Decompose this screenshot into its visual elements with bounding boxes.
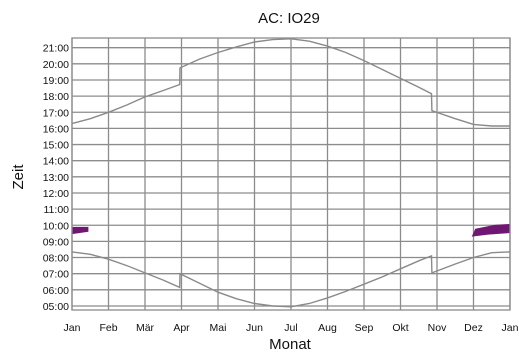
y-tick-label: 12:00 [43,188,69,200]
y-tick-label: 13:00 [43,172,69,184]
x-tick-label: Nov [428,322,447,334]
x-tick-label: Feb [99,322,117,334]
x-axis-label: Monat [269,336,312,353]
y-tick-label: 10:00 [43,220,69,232]
x-tick-labels: Jan Feb Mär Apr Mai Jun Jul Aug Sep Okt Nov Dez Jan [64,322,519,334]
y-tick-label: 16:00 [43,123,69,135]
y-tick-label: 14:00 [43,156,69,168]
x-tick-label: Okt [392,322,408,334]
y-tick-label: 07:00 [43,269,69,281]
y-tick-label: 05:00 [43,301,69,313]
y-tick-label: 21:00 [43,43,69,55]
upper-curve [71,38,510,127]
plot-frame [71,37,511,311]
y-tick-label: 08:00 [43,253,69,265]
x-tick-label: Jan [502,322,519,334]
y-tick-label: 19:00 [43,75,69,87]
y-tick-label: 20:00 [43,59,69,71]
y-tick-label: 15:00 [43,140,69,152]
lower-curve [71,251,511,308]
x-tick-label: Jul [284,322,297,334]
x-tick-label: Mär [136,322,155,334]
chart-title: AC: IO29 [258,10,320,27]
x-tick-label: Jan [64,322,81,334]
grid [71,38,511,310]
curves [71,38,511,308]
x-tick-label: Aug [318,322,337,334]
y-tick-label: 06:00 [43,285,69,297]
x-tick-label: Jun [246,322,263,334]
y-axis-label: Zeit [10,164,27,190]
y-tick-label: 18:00 [43,91,69,103]
y-tick-labels: 05:00 06:00 07:00 08:00 09:00 10:00 11:00 12:00… [43,43,69,313]
x-tick-label: Mai [210,322,227,334]
y-tick-label: 09:00 [43,236,69,248]
marks [72,224,510,237]
y-tick-label: 11:00 [44,204,70,216]
x-tick-label: Sep [355,322,374,334]
x-tick-label: Apr [173,322,190,334]
y-tick-label: 17:00 [43,107,69,119]
time-mark [72,226,89,235]
x-tick-label: Dez [464,322,483,334]
time-mark [471,224,510,237]
